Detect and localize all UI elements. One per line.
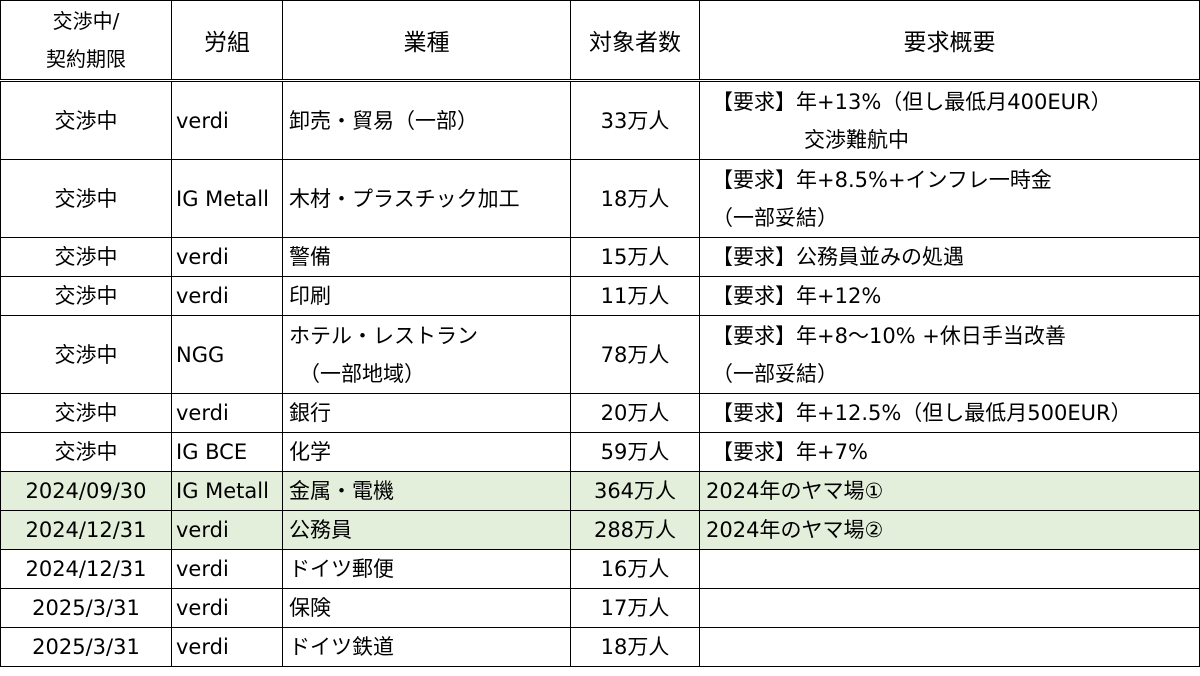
table-row: 交渉中 verdi 銀行 20万人 【要求】年+12.5%（但し最低月500EU… — [0, 393, 1200, 433]
cell-union: verdi — [171, 549, 283, 589]
cell-union: verdi — [171, 627, 283, 667]
header-status: 交渉中/ 契約期限 — [0, 0, 172, 82]
cell-summary: 2024年のヤマ場② — [699, 510, 1200, 550]
table-row: 2025/3/31 verdi ドイツ鉄道 18万人 — [0, 627, 1200, 667]
cell-industry: 警備 — [282, 237, 571, 277]
cell-summary: 【要求】年+7% — [699, 432, 1200, 472]
cell-union: verdi — [171, 276, 283, 316]
cell-union: verdi — [171, 588, 283, 628]
table-row: 2024/12/31 verdi ドイツ郵便 16万人 — [0, 549, 1200, 589]
table-row: 交渉中 verdi 印刷 11万人 【要求】年+12% — [0, 276, 1200, 316]
cell-industry: 化学 — [282, 432, 571, 472]
cell-status: 交渉中 — [0, 432, 172, 472]
cell-union: verdi — [171, 237, 283, 277]
summary-line: 【要求】年+13%（但し最低月400EUR） — [712, 89, 1112, 114]
cell-status: 2025/3/31 — [0, 588, 172, 628]
cell-workers: 33万人 — [570, 80, 700, 160]
cell-status: 交渉中 — [0, 237, 172, 277]
cell-status: 交渉中 — [0, 276, 172, 316]
cell-status: 交渉中 — [0, 393, 172, 433]
cell-industry: 卸売・貿易（一部） — [282, 80, 571, 160]
cell-summary: 【要求】年+13%（但し最低月400EUR） 交渉難航中 — [699, 80, 1200, 160]
cell-status: 2024/12/31 — [0, 549, 172, 589]
summary-line: （一部妥結） — [712, 205, 838, 230]
cell-workers: 78万人 — [570, 315, 700, 394]
summary-line: 2024年のヤマ場② — [706, 518, 884, 542]
cell-status: 交渉中 — [0, 315, 172, 394]
cell-union: IG Metall — [171, 159, 283, 238]
header-industry: 業種 — [282, 0, 571, 82]
header-workers: 対象者数 — [570, 0, 700, 82]
table-row: 交渉中 IG BCE 化学 59万人 【要求】年+7% — [0, 432, 1200, 472]
cell-union: verdi — [171, 80, 283, 160]
summary-line: 2024年のヤマ場① — [706, 479, 884, 503]
cell-industry: 印刷 — [282, 276, 571, 316]
summary-line: 交渉難航中 — [804, 127, 909, 152]
cell-industry: 木材・プラスチック加工 — [282, 159, 571, 238]
cell-summary: 【要求】公務員並みの処遇 — [699, 237, 1200, 277]
cell-industry: ホテル・レストラン （一部地域） — [282, 315, 571, 394]
summary-line: 【要求】年+12.5%（但し最低月500EUR） — [712, 401, 1132, 425]
cell-workers: 16万人 — [570, 549, 700, 589]
cell-workers: 18万人 — [570, 159, 700, 238]
header-summary: 要求概要 — [699, 0, 1200, 82]
cell-workers: 15万人 — [570, 237, 700, 277]
table-row: 2025/3/31 verdi 保険 17万人 — [0, 588, 1200, 628]
cell-union: IG Metall — [171, 471, 283, 511]
cell-workers: 59万人 — [570, 432, 700, 472]
cell-summary: 【要求】年+12.5%（但し最低月500EUR） — [699, 393, 1200, 433]
header-union: 労組 — [171, 0, 283, 82]
cell-summary — [699, 588, 1200, 628]
cell-status: 交渉中 — [0, 159, 172, 238]
table-row: 交渉中 verdi 卸売・貿易（一部） 33万人 【要求】年+13%（但し最低月… — [0, 80, 1200, 160]
table-body: 交渉中 verdi 卸売・貿易（一部） 33万人 【要求】年+13%（但し最低月… — [0, 80, 1200, 667]
table-row-highlighted: 2024/09/30 IG Metall 金属・電機 364万人 2024年のヤ… — [0, 471, 1200, 511]
cell-workers: 364万人 — [570, 471, 700, 511]
cell-workers: 18万人 — [570, 627, 700, 667]
industry-line: （一部地域） — [299, 361, 425, 386]
cell-union: IG BCE — [171, 432, 283, 472]
table-row: 交渉中 IG Metall 木材・プラスチック加工 18万人 【要求】年+8.5… — [0, 159, 1200, 238]
cell-summary — [699, 627, 1200, 667]
header-status-line2: 契約期限 — [46, 47, 126, 71]
header-status-line1: 交渉中/ — [52, 9, 120, 33]
cell-summary: 【要求】年+8～10% +休日手当改善 （一部妥結） — [699, 315, 1200, 394]
cell-industry: 金属・電機 — [282, 471, 571, 511]
cell-union: verdi — [171, 393, 283, 433]
cell-summary: 【要求】年+12% — [699, 276, 1200, 316]
header-row: 交渉中/ 契約期限 労組 業種 対象者数 要求概要 — [0, 0, 1200, 82]
summary-line: 【要求】年+12% — [712, 284, 882, 308]
summary-line: （一部妥結） — [712, 361, 838, 386]
cell-workers: 20万人 — [570, 393, 700, 433]
cell-status: 2024/12/31 — [0, 510, 172, 550]
cell-summary: 2024年のヤマ場① — [699, 471, 1200, 511]
cell-union: NGG — [171, 315, 283, 394]
industry-line: ホテル・レストラン — [289, 323, 478, 348]
cell-status: 2025/3/31 — [0, 627, 172, 667]
cell-industry: 公務員 — [282, 510, 571, 550]
table-row-highlighted: 2024/12/31 verdi 公務員 288万人 2024年のヤマ場② — [0, 510, 1200, 550]
cell-workers: 17万人 — [570, 588, 700, 628]
cell-industry: ドイツ郵便 — [282, 549, 571, 589]
cell-workers: 11万人 — [570, 276, 700, 316]
summary-line: 【要求】年+7% — [712, 440, 868, 464]
cell-industry: ドイツ鉄道 — [282, 627, 571, 667]
table-row: 交渉中 verdi 警備 15万人 【要求】公務員並みの処遇 — [0, 237, 1200, 277]
summary-line: 【要求】年+8.5%+インフレ一時金 — [712, 167, 1052, 192]
cell-summary — [699, 549, 1200, 589]
summary-line: 【要求】年+8～10% +休日手当改善 — [712, 323, 1066, 348]
cell-summary: 【要求】年+8.5%+インフレ一時金 （一部妥結） — [699, 159, 1200, 238]
cell-status: 2024/09/30 — [0, 471, 172, 511]
cell-status: 交渉中 — [0, 80, 172, 160]
summary-line: 【要求】公務員並みの処遇 — [712, 245, 964, 269]
cell-industry: 保険 — [282, 588, 571, 628]
cell-union: verdi — [171, 510, 283, 550]
table-row: 交渉中 NGG ホテル・レストラン （一部地域） 78万人 【要求】年+8～10… — [0, 315, 1200, 394]
cell-workers: 288万人 — [570, 510, 700, 550]
cell-industry: 銀行 — [282, 393, 571, 433]
